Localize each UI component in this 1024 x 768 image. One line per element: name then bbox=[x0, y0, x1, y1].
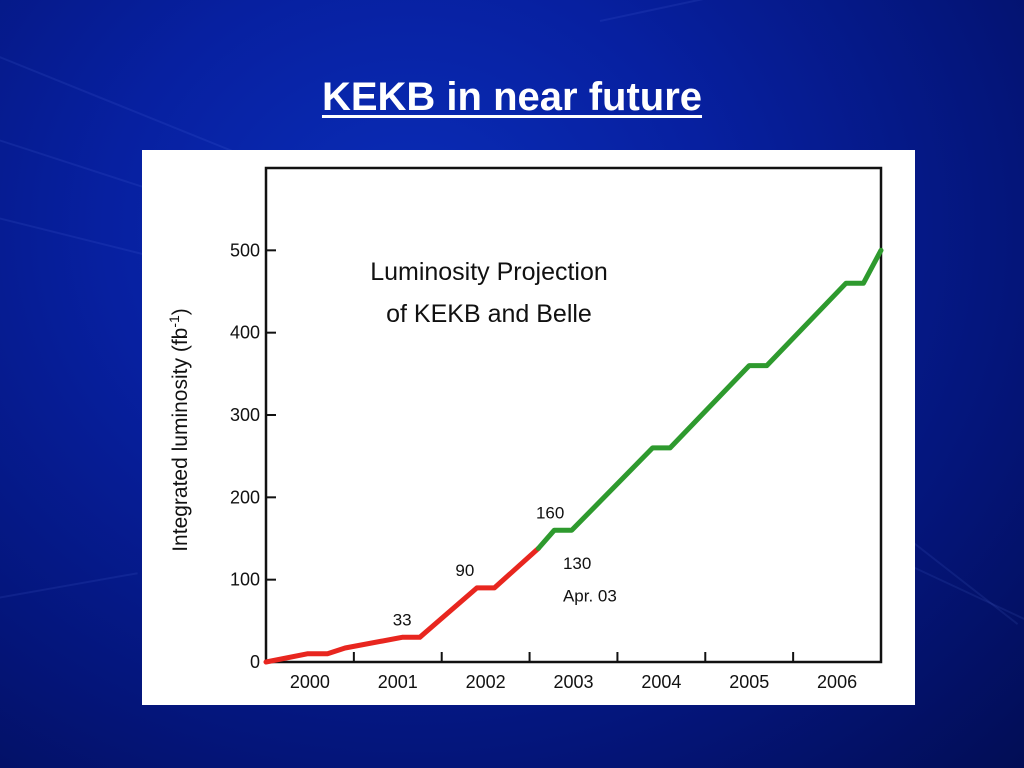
series-line bbox=[263, 545, 541, 665]
data-label: 130 bbox=[563, 554, 591, 573]
chart-title-line: of KEKB and Belle bbox=[386, 300, 592, 328]
chart-panel: 0 100 200 300 400 500 2000 2001 2002 2003 2004 2005… bbox=[142, 150, 915, 705]
y-tick-label: 500 bbox=[230, 240, 260, 260]
chart-title-group: Luminosity Projection of KEKB and Belle bbox=[370, 258, 608, 328]
y-axis-label-superscript: -1 bbox=[166, 315, 182, 328]
annotation-group: 33 90 160 130 Apr. 03 bbox=[393, 503, 617, 629]
x-tick-label: 2005 bbox=[729, 672, 769, 692]
y-tick-label: 300 bbox=[230, 405, 260, 425]
y-tick-label: 100 bbox=[230, 570, 260, 590]
x-tick-label: 2001 bbox=[378, 672, 418, 692]
data-label: Apr. 03 bbox=[563, 587, 617, 606]
data-label: 160 bbox=[536, 503, 564, 522]
series-group bbox=[263, 247, 884, 665]
y-tick-label: 0 bbox=[250, 652, 260, 672]
background-streak bbox=[599, 0, 1012, 22]
x-tick-label: 2002 bbox=[466, 672, 506, 692]
luminosity-chart: 0 100 200 300 400 500 2000 2001 2002 2003 2004 2005… bbox=[166, 166, 884, 692]
slide-title-text: KEKB in near future bbox=[321, 75, 703, 119]
background-streak bbox=[0, 572, 138, 602]
x-tick-label: 2004 bbox=[641, 672, 681, 692]
ticks-group: 0 100 200 300 400 500 2000 2001 2002 2003 2004 2005… bbox=[230, 240, 857, 692]
chart-title-line: Luminosity Projection bbox=[370, 258, 608, 286]
background-streak bbox=[899, 560, 1024, 630]
y-tick-label: 400 bbox=[230, 323, 260, 343]
y-axis-label-close: ) bbox=[169, 308, 192, 315]
data-label: 90 bbox=[455, 561, 474, 580]
x-tick-label: 2006 bbox=[817, 672, 857, 692]
y-axis-label: Integrated luminosity (fb-1) bbox=[166, 308, 192, 552]
y-axis-label-main: Integrated luminosity (fb bbox=[169, 328, 192, 552]
data-label: 33 bbox=[393, 610, 412, 629]
x-tick-label: 2003 bbox=[553, 672, 593, 692]
slide-title: KEKB in near future bbox=[0, 72, 1024, 122]
x-tick-label: 2000 bbox=[290, 672, 330, 692]
y-tick-label: 200 bbox=[230, 487, 260, 507]
series-line bbox=[535, 247, 884, 551]
